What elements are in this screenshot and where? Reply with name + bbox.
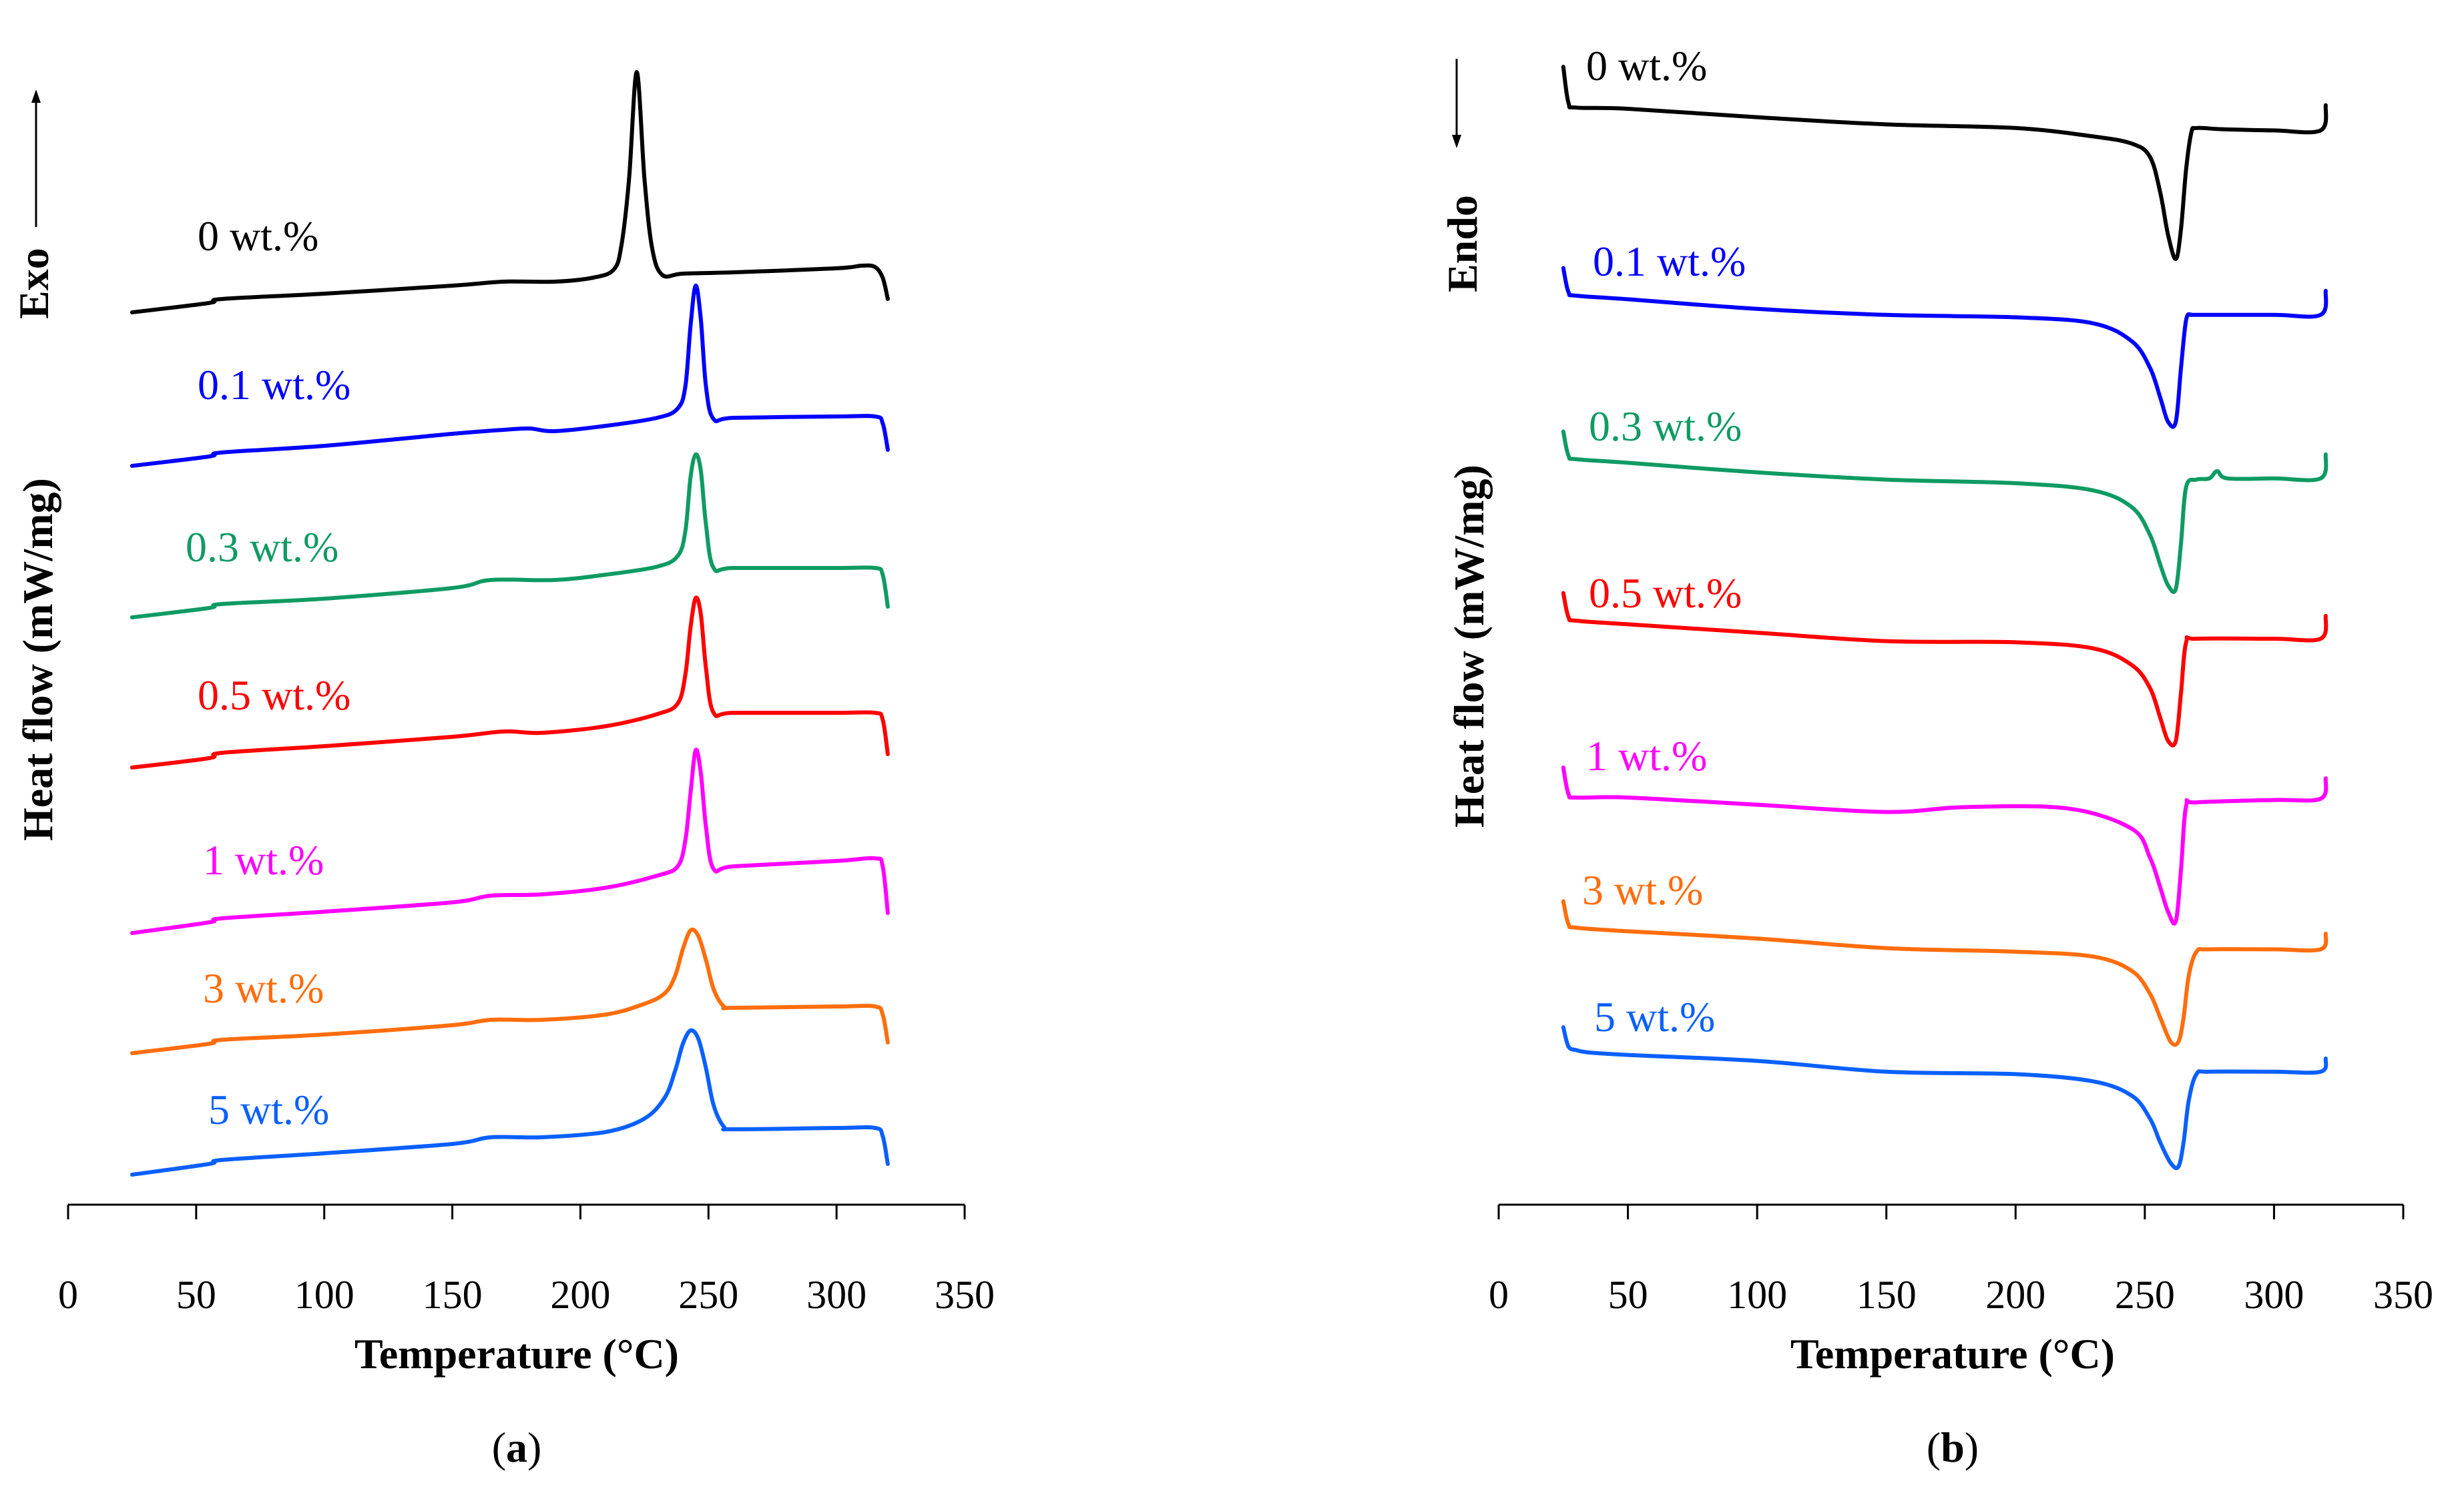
panel-a-y-axis-title: Heat flow (mW/mg) — [14, 478, 61, 841]
panel-a-tick-label-100: 100 — [294, 1273, 354, 1317]
panel-b-trace-0-3-wt — [1561, 429, 2328, 594]
panel-a-label-1wt: 1 wt.% — [203, 836, 324, 884]
panel-b-tick-label-250: 250 — [2115, 1273, 2175, 1317]
panel-a-trace-3-wt — [130, 927, 890, 1055]
panel-b-tick-label-350: 350 — [2373, 1273, 2433, 1317]
panel-b-endo-label: Endo — [1439, 195, 1486, 292]
panel-b-tick-label-0: 0 — [1489, 1273, 1509, 1317]
panel-a-traces — [130, 70, 890, 1177]
panel-a-exo-arrow-icon — [31, 89, 41, 227]
panel-a-tick-label-350: 350 — [935, 1273, 995, 1317]
panel-b-label-0wt: 0 wt.% — [1586, 42, 1707, 89]
panel-a-trace-0-5-wt — [130, 595, 890, 770]
panel-b-tick-label-100: 100 — [1727, 1273, 1787, 1317]
panel-a-label-0-5wt: 0.5 wt.% — [198, 671, 350, 719]
panel-a-label-0-1wt: 0.1 wt.% — [198, 361, 350, 408]
panel-a-tick-label-50: 50 — [176, 1273, 216, 1317]
panel-a-exo-label: Exo — [10, 248, 57, 319]
panel-b-label-0-1wt: 0.1 wt.% — [1593, 238, 1746, 285]
panel-b-tick-label-50: 50 — [1608, 1273, 1648, 1317]
panel-b-sublabel: (b) — [1927, 1424, 1979, 1471]
panel-b-label-0-5wt: 0.5 wt.% — [1589, 569, 1742, 617]
panel-a-x-axis-title: Temperature (°C) — [354, 1330, 679, 1378]
panel-a-tick-label-0: 0 — [58, 1273, 78, 1317]
panel-a-label-0-3wt: 0.3 wt.% — [186, 523, 338, 571]
panel-a-label-0wt: 0 wt.% — [198, 212, 318, 260]
panel-b-label-0-3wt: 0.3 wt.% — [1589, 402, 1742, 450]
panel-b-trace-3-wt — [1561, 899, 2328, 1047]
panel-b-trace-5-wt — [1561, 1025, 2328, 1171]
panel-a-crystallization-chart: 0 50 100 150 200 250 300 350 0 wt.% 0.1 wt.% 0.… — [10, 70, 995, 1471]
panel-b-tick-label-300: 300 — [2244, 1273, 2304, 1317]
panel-b-label-5wt: 5 wt.% — [1594, 993, 1715, 1041]
panel-b-y-axis-title: Heat flow (mW/mg) — [1445, 465, 1493, 828]
panel-a-tick-label-300: 300 — [806, 1273, 867, 1317]
panel-b-label-3wt: 3 wt.% — [1582, 866, 1703, 914]
panel-a-trace-5-wt — [130, 1028, 890, 1177]
panel-b-trace-0-wt — [1561, 65, 2328, 262]
panel-b-trace-0-5-wt — [1561, 591, 2328, 748]
panel-b-melting-chart: 0 50 100 150 200 250 300 350 0 wt.% 0.1 wt.% 0.… — [1439, 42, 2433, 1471]
panel-a-tick-label-150: 150 — [423, 1273, 483, 1317]
panel-a-trace-1-wt — [130, 748, 890, 935]
panel-b-x-axis-title: Temperature (°C) — [1790, 1330, 2115, 1378]
panel-b-trace-1-wt — [1561, 766, 2328, 926]
panel-b-trace-0-1-wt — [1561, 266, 2328, 429]
panel-b-x-ticks: 0 50 100 150 200 250 300 350 — [1489, 1205, 2433, 1317]
panel-a-trace-0-wt — [130, 70, 890, 314]
panel-a-trace-0-1-wt — [130, 283, 890, 468]
panel-a-sublabel: (a) — [492, 1424, 542, 1471]
panel-b-label-1wt: 1 wt.% — [1586, 732, 1707, 780]
panel-a-x-ticks: 0 50 100 150 200 250 300 350 — [58, 1205, 995, 1317]
panel-a-trace-0-3-wt — [130, 452, 890, 619]
panel-b-traces — [1561, 65, 2328, 1171]
panel-a-tick-label-200: 200 — [550, 1273, 610, 1317]
panel-b-tick-label-150: 150 — [1857, 1273, 1917, 1317]
panel-b-endo-arrow-icon — [1452, 59, 1461, 148]
panel-a-tick-label-250: 250 — [678, 1273, 738, 1317]
panel-b-tick-label-200: 200 — [1985, 1273, 2045, 1317]
panel-a-label-3wt: 3 wt.% — [203, 964, 324, 1012]
panel-a-label-5wt: 5 wt.% — [208, 1086, 329, 1133]
